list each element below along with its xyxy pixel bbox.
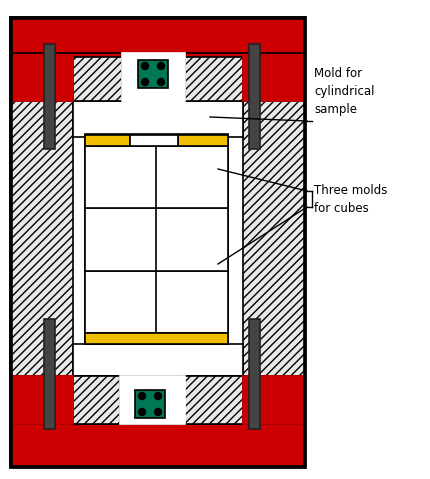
- Bar: [85, 271, 228, 333]
- Bar: [120, 376, 185, 424]
- Bar: [10, 424, 305, 467]
- Bar: [10, 17, 73, 467]
- Bar: [85, 146, 228, 208]
- Bar: [10, 466, 305, 467]
- Bar: [249, 319, 260, 429]
- Circle shape: [157, 62, 165, 69]
- Bar: [85, 135, 130, 146]
- Bar: [130, 135, 178, 146]
- Text: Three molds
for cubes: Three molds for cubes: [314, 183, 387, 215]
- Bar: [243, 17, 305, 467]
- Bar: [122, 53, 185, 101]
- Bar: [44, 319, 55, 429]
- Bar: [10, 376, 73, 424]
- Bar: [85, 208, 228, 271]
- Bar: [10, 376, 120, 424]
- Bar: [138, 60, 168, 88]
- Bar: [10, 53, 122, 101]
- Bar: [185, 53, 305, 101]
- Bar: [183, 376, 243, 424]
- Circle shape: [138, 409, 145, 415]
- Bar: [178, 135, 228, 146]
- Bar: [243, 376, 305, 424]
- Bar: [304, 17, 305, 467]
- Circle shape: [154, 409, 162, 415]
- Bar: [73, 376, 120, 424]
- Bar: [10, 17, 12, 467]
- Circle shape: [154, 392, 162, 399]
- Bar: [183, 376, 305, 424]
- Bar: [243, 57, 305, 101]
- Text: Mold for
cylindrical
sample: Mold for cylindrical sample: [314, 67, 375, 115]
- Bar: [10, 17, 305, 57]
- Bar: [44, 44, 55, 149]
- Circle shape: [157, 79, 165, 85]
- Bar: [10, 17, 305, 19]
- Bar: [249, 44, 260, 149]
- Bar: [10, 57, 73, 101]
- Bar: [135, 390, 165, 418]
- Bar: [73, 97, 243, 137]
- Circle shape: [138, 392, 145, 399]
- Bar: [185, 57, 243, 101]
- Bar: [10, 17, 305, 467]
- Circle shape: [141, 62, 148, 69]
- Bar: [73, 344, 243, 376]
- Bar: [85, 333, 228, 344]
- Bar: [73, 57, 122, 101]
- Circle shape: [141, 79, 148, 85]
- Bar: [85, 134, 228, 344]
